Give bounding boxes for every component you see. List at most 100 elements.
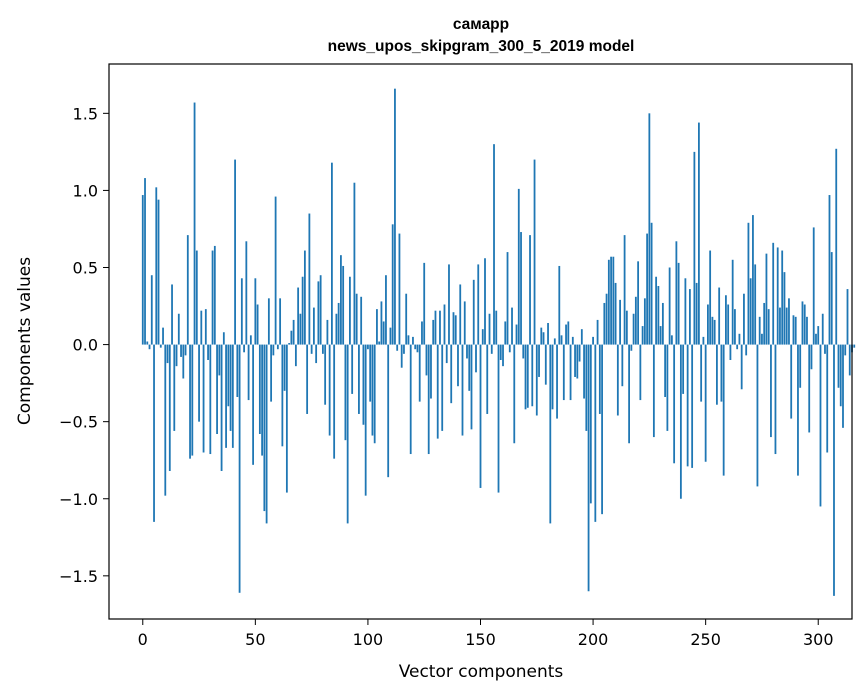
bar-67 (292, 319, 295, 345)
bars-group (141, 88, 856, 596)
bar-261 (729, 344, 732, 360)
bar-283 (779, 307, 781, 345)
bar-55 (265, 344, 268, 524)
bar-41 (234, 159, 236, 345)
bar-305 (828, 195, 831, 345)
bar-278 (767, 309, 770, 345)
y-tick-label: −1.0 (59, 490, 98, 509)
bar-16 (177, 313, 180, 345)
bar-309 (837, 344, 840, 388)
bar-78 (317, 281, 320, 345)
bar-145 (468, 344, 471, 391)
y-tick-label: 1.0 (73, 181, 98, 200)
bar-255 (716, 344, 718, 405)
bar-123 (418, 344, 421, 402)
bar-300 (817, 326, 820, 345)
bar-134 (443, 304, 446, 345)
bar-141 (459, 284, 462, 345)
bar-164 (511, 307, 513, 345)
bar-106 (380, 301, 383, 345)
bar-103 (373, 344, 376, 444)
bar-295 (806, 316, 808, 345)
bar-91 (346, 344, 349, 524)
bar-198 (587, 344, 590, 592)
bar-197 (585, 344, 588, 431)
bar-246 (695, 282, 698, 345)
bar-306 (830, 252, 833, 345)
bar-221 (639, 344, 642, 401)
bar-298 (812, 227, 815, 345)
bar-6 (155, 187, 158, 345)
bar-307 (833, 344, 835, 596)
bar-190 (569, 344, 572, 401)
bar-138 (452, 312, 455, 345)
y-tick-label: 1.5 (73, 104, 98, 123)
bar-53 (261, 344, 263, 456)
bar-292 (799, 344, 802, 388)
bar-279 (770, 344, 772, 438)
bar-184 (556, 344, 558, 419)
bar-178 (542, 332, 545, 345)
bar-158 (497, 344, 500, 493)
bar-89 (342, 265, 345, 345)
bar-63 (283, 344, 286, 391)
bar-124 (421, 321, 423, 345)
y-axis-label: Components values (15, 257, 35, 425)
bar-33 (216, 344, 218, 434)
bar-119 (409, 344, 412, 455)
bar-220 (637, 261, 640, 345)
bar-214 (623, 235, 626, 345)
bar-54 (263, 344, 266, 512)
bar-196 (583, 344, 585, 399)
bar-102 (371, 344, 374, 436)
y-tick-label: −0.5 (59, 413, 98, 432)
bar-40 (231, 344, 234, 448)
bar-13 (171, 284, 173, 345)
bar-301 (819, 344, 822, 507)
bar-37 (225, 344, 227, 448)
bar-66 (290, 330, 293, 345)
bar-172 (529, 235, 531, 345)
bar-118 (407, 335, 410, 345)
bar-237 (675, 241, 678, 345)
bar-226 (650, 222, 653, 345)
bar-111 (391, 224, 394, 345)
bar-90 (344, 344, 347, 441)
bar-114 (398, 233, 401, 345)
bar-23 (193, 102, 196, 345)
bar-87 (337, 302, 340, 345)
bar-193 (576, 344, 579, 379)
bar-15 (175, 344, 178, 367)
bar-270 (749, 278, 752, 345)
bar-200 (592, 336, 594, 345)
bar-276 (763, 302, 766, 345)
bar-205 (603, 302, 606, 345)
bar-136 (448, 264, 450, 345)
bar-48 (249, 335, 252, 345)
bar-227 (652, 344, 655, 438)
bar-215 (625, 310, 628, 345)
bar-174 (533, 159, 536, 345)
bar-182 (551, 344, 554, 410)
bar-120 (412, 336, 414, 345)
bar-223 (643, 298, 646, 345)
bar-57 (270, 344, 273, 402)
bar-234 (668, 267, 671, 345)
bar-82 (326, 319, 329, 345)
bar-251 (707, 304, 709, 345)
bar-81 (324, 344, 327, 405)
bar-241 (684, 278, 687, 345)
bar-302 (821, 313, 824, 345)
bar-154 (488, 313, 491, 345)
bar-22 (191, 344, 194, 456)
bar-195 (580, 329, 583, 345)
bar-64 (285, 344, 288, 493)
bar-286 (785, 307, 788, 345)
bar-167 (517, 188, 520, 345)
bar-98 (362, 344, 365, 425)
bar-131 (436, 344, 439, 439)
bar-86 (335, 313, 338, 345)
bar-43 (238, 344, 241, 593)
bar-206 (605, 293, 608, 345)
bar-156 (493, 144, 495, 345)
